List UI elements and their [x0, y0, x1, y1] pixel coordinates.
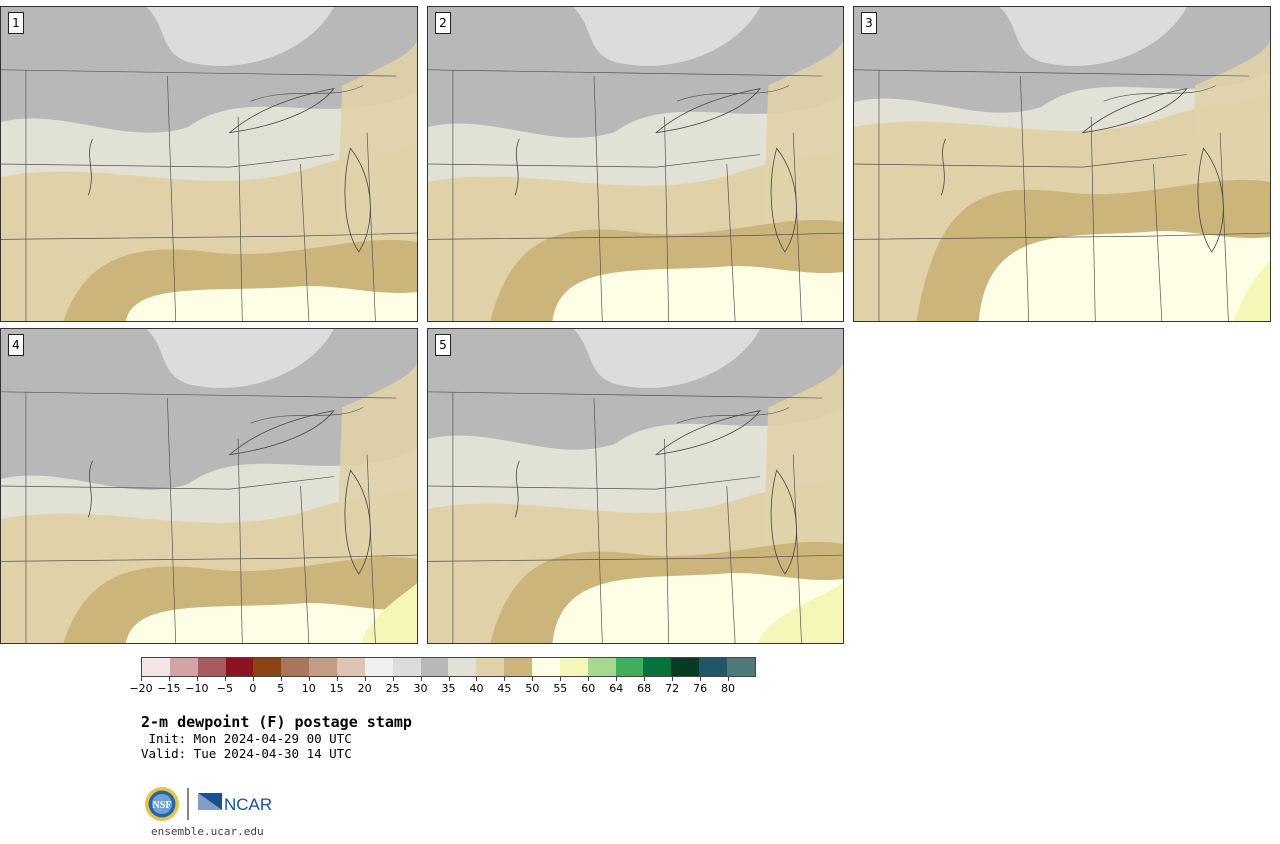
colorbar-tick-mark [644, 677, 646, 681]
colorbar-tick-label: 55 [553, 682, 568, 695]
colorbar-tick-label: 64 [609, 682, 624, 695]
colorbar-cell [169, 658, 198, 676]
map-panel-2: 2 [427, 6, 844, 322]
init-time: Init: Mon 2024-04-29 00 UTC [141, 731, 352, 746]
colorbar-tick-label: 20 [357, 682, 372, 695]
colorbar [141, 657, 756, 677]
colorbar-cell [448, 658, 477, 676]
colorbar-tick-mark [476, 677, 478, 681]
colorbar-tick-label: 76 [693, 682, 708, 695]
colorbar-cell [671, 658, 700, 676]
colorbar-cell [532, 658, 560, 676]
colorbar-cell [142, 658, 170, 676]
colorbar-tick-label: 25 [385, 682, 400, 695]
dewpoint-field [428, 7, 843, 321]
colorbar-cell [364, 658, 393, 676]
colorbar-tick-mark [700, 677, 702, 681]
colorbar-tick-mark [196, 677, 198, 681]
colorbar-cell [197, 658, 226, 676]
colorbar-tick-label: 40 [469, 682, 484, 695]
colorbar-cell [504, 658, 533, 676]
valid-time: Valid: Tue 2024-04-30 14 UTC [141, 746, 352, 761]
colorbar-cell [225, 658, 254, 676]
colorbar-cell [476, 658, 505, 676]
colorbar-cell [253, 658, 282, 676]
colorbar-tick-label: 10 [301, 682, 316, 695]
dewpoint-field [428, 329, 843, 643]
nsf-logo-text: NSF [153, 800, 172, 811]
colorbar-cell [587, 658, 616, 676]
colorbar-tick-mark [420, 677, 422, 681]
panel-number: 1 [8, 12, 24, 34]
panel-number: 4 [8, 334, 24, 356]
ncar-logo-text: NCAR [224, 795, 272, 814]
colorbar-tick-label: −5 [216, 682, 233, 695]
colorbar-tick-mark [560, 677, 562, 681]
map-panel-5: 5 [427, 328, 844, 644]
colorbar-tick-mark [448, 677, 450, 681]
colorbar-cell [727, 658, 755, 676]
colorbar-tick-label: −20 [129, 682, 153, 695]
colorbar-tick-label: −10 [185, 682, 209, 695]
colorbar-cell [392, 658, 421, 676]
colorbar-tick-label: 5 [277, 682, 285, 695]
colorbar-tick-mark [168, 677, 170, 681]
colorbar-cell [281, 658, 310, 676]
dewpoint-field [1, 329, 417, 643]
colorbar-cell [559, 658, 588, 676]
colorbar-tick-label: 72 [665, 682, 680, 695]
nsf-ncar-logo: NSF NCAR [144, 786, 274, 822]
colorbar-tick-mark [588, 677, 590, 681]
colorbar-cell [309, 658, 338, 676]
nsf-seal-icon: NSF [145, 787, 179, 821]
colorbar-tick-mark [672, 677, 674, 681]
colorbar-tick-mark [616, 677, 618, 681]
map-panel-1: 1 [0, 6, 418, 322]
colorbar-tick-mark [308, 677, 310, 681]
colorbar-tick-mark [252, 677, 254, 681]
colorbar-tick-mark [728, 677, 730, 681]
colorbar-tick-mark [224, 677, 226, 681]
panel-number: 2 [435, 12, 451, 34]
colorbar-tick-label: 0 [249, 682, 257, 695]
dewpoint-field [854, 7, 1270, 321]
colorbar-tick-label: −15 [157, 682, 181, 695]
colorbar-tick-mark [504, 677, 506, 681]
colorbar-cell [699, 658, 728, 676]
panel-number: 3 [861, 12, 877, 34]
map-panel-3: 3 [853, 6, 1271, 322]
panel-number: 5 [435, 334, 451, 356]
colorbar-tick-mark [532, 677, 534, 681]
colorbar-tick-mark [280, 677, 282, 681]
dewpoint-field [1, 7, 417, 321]
colorbar-tick-label: 15 [329, 682, 344, 695]
site-url: ensemble.ucar.edu [151, 825, 264, 838]
colorbar-tick-label: 45 [497, 682, 512, 695]
colorbar-tick-mark [336, 677, 338, 681]
colorbar-tick-label: 50 [525, 682, 540, 695]
ncar-logo-icon: NCAR [198, 793, 272, 814]
colorbar-cell [337, 658, 365, 676]
map-panel-4: 4 [0, 328, 418, 644]
colorbar-tick-mark [141, 677, 142, 681]
colorbar-cell [420, 658, 449, 676]
colorbar-tick-label: 35 [441, 682, 456, 695]
colorbar-cell [643, 658, 672, 676]
colorbar-tick-label: 60 [581, 682, 596, 695]
chart-title: 2-m dewpoint (F) postage stamp [141, 713, 412, 731]
colorbar-tick-label: 68 [637, 682, 652, 695]
colorbar-tick-label: 80 [721, 682, 736, 695]
colorbar-tick-label: 30 [413, 682, 428, 695]
colorbar-tick-mark [392, 677, 394, 681]
colorbar-tick-mark [364, 677, 366, 681]
colorbar-cell [615, 658, 644, 676]
